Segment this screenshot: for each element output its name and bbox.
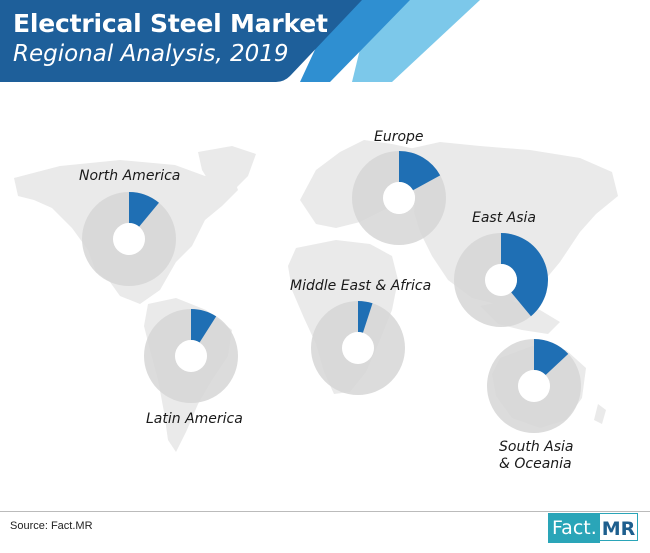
header-dark-panel <box>0 0 362 82</box>
label-oceania: & Oceania <box>499 456 572 472</box>
label-middle-east-africa: Middle East & Africa <box>290 278 432 294</box>
donut-hole <box>485 264 517 296</box>
donut-hole <box>175 340 207 372</box>
label-south-asia: South Asia <box>499 439 574 455</box>
donut-hole <box>383 182 415 214</box>
donut-share-slice <box>501 233 548 317</box>
source-note: Source: Fact.MR <box>10 520 93 532</box>
logo-fact-text: Fact. <box>548 513 600 543</box>
map-new-zealand <box>594 404 606 424</box>
donut-north-america <box>82 191 177 286</box>
label-europe: Europe <box>374 129 424 145</box>
logo-mr-text: MR <box>599 513 639 541</box>
factmr-logo: Fact. MR <box>548 513 639 543</box>
header-mid-stripe <box>300 0 410 82</box>
donut-share-slice <box>399 151 441 191</box>
header-banner: Electrical Steel Market Regional Analysi… <box>0 0 650 88</box>
label-north-america: North America <box>79 168 181 184</box>
donut-europe <box>352 150 447 245</box>
donut-latin-america <box>143 309 238 404</box>
regional-donut-charts <box>82 150 582 434</box>
donut-share-slice <box>358 301 373 333</box>
label-latin-america: Latin America <box>146 411 243 427</box>
donut-hole <box>518 370 550 402</box>
header-background <box>0 0 480 82</box>
page-subtitle: Regional Analysis, 2019 <box>13 41 289 67</box>
footer-divider <box>0 511 650 512</box>
donut-south-asia-oceania <box>487 339 582 434</box>
map-greenland <box>198 146 256 194</box>
donut-east-asia <box>454 232 549 327</box>
donut-share-slice <box>191 309 217 343</box>
label-east-asia: East Asia <box>472 210 536 226</box>
donut-share-slice <box>129 192 159 227</box>
donut-hole <box>113 223 145 255</box>
donut-hole <box>342 332 374 364</box>
page-title: Electrical Steel Market <box>13 9 328 38</box>
donut-middle-east-africa <box>311 301 406 396</box>
donut-share-slice <box>534 339 569 376</box>
